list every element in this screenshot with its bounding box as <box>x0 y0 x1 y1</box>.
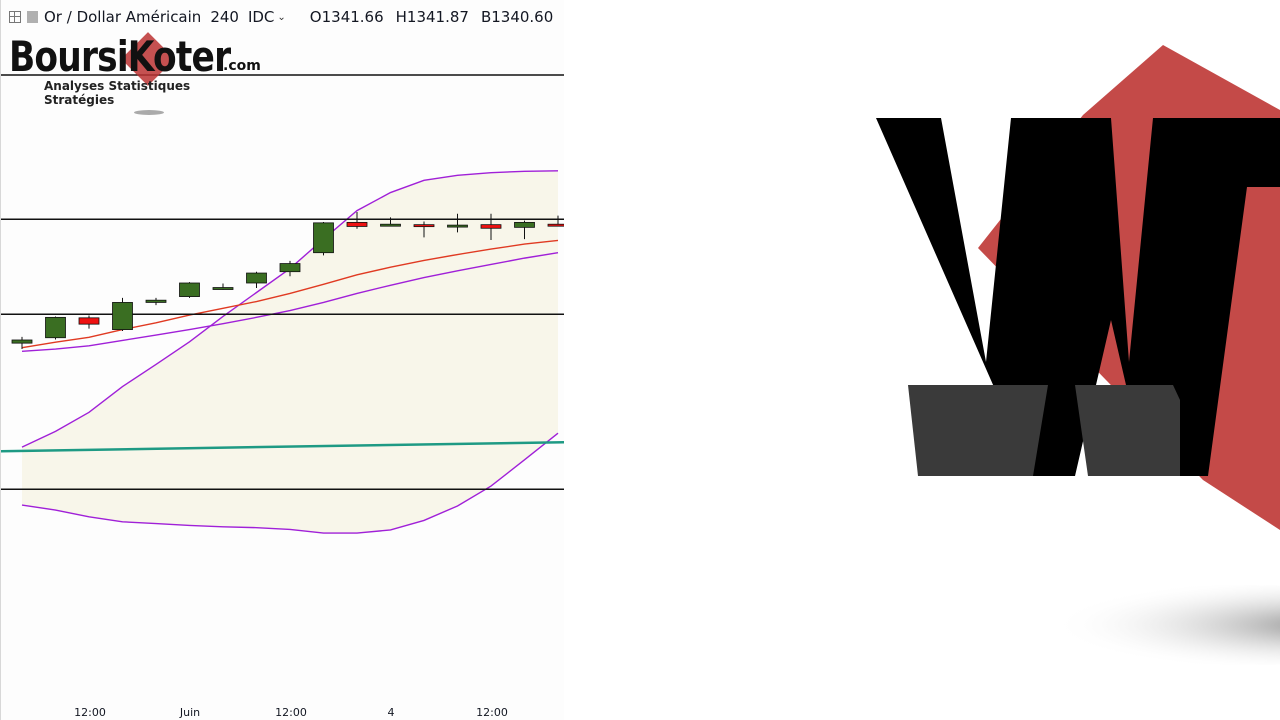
logo-shadow <box>134 110 164 115</box>
bollinger-layer <box>1 170 564 534</box>
time-axis-label: Juin <box>179 706 200 719</box>
symbol-name[interactable]: Or / Dollar Américain <box>44 8 202 26</box>
moving-average-green-line <box>1 440 564 453</box>
candle-body <box>313 222 334 254</box>
candle-body <box>514 221 535 228</box>
logo-com: .com <box>223 58 261 74</box>
candle-body <box>447 224 468 228</box>
candle-body <box>279 263 301 273</box>
chart-header: Or / Dollar Américain 240 IDC ⌄ O1341.66… <box>9 6 564 28</box>
interval-label[interactable]: 240 <box>210 8 239 26</box>
chevron-down-icon[interactable]: ⌄ <box>277 11 286 23</box>
watermark-art <box>563 0 1280 720</box>
candle-body <box>11 339 33 344</box>
candles <box>11 211 564 350</box>
time-axis: 12:00 Juin 12:00 4 12:00 <box>74 706 508 719</box>
candle-body <box>112 302 133 330</box>
source-label[interactable]: IDC <box>247 8 275 26</box>
price-chart[interactable]: 12:00 Juin 12:00 4 12:00 <box>1 0 564 720</box>
candle-body <box>246 272 267 284</box>
time-axis-label: 12:00 <box>74 706 106 719</box>
high-value: H1341.87 <box>395 8 469 26</box>
boursikoter-logo: BoursiKoter .com Analyses Statistiques S… <box>9 32 261 115</box>
time-axis-label: 12:00 <box>275 706 307 719</box>
expand-icon[interactable] <box>9 11 21 23</box>
candle-body <box>212 287 234 290</box>
moving-average-red-line <box>21 239 559 349</box>
bollinger-lower-line <box>21 432 559 534</box>
candle-body <box>480 224 502 229</box>
candle-body <box>380 223 401 227</box>
open-value: O1341.66 <box>309 8 384 26</box>
time-axis-label: 4 <box>388 706 395 719</box>
candle-body <box>45 316 66 339</box>
candle-body <box>547 223 564 227</box>
candle-body <box>413 224 435 228</box>
candle-body <box>346 221 368 227</box>
logo-tagline: Analyses Statistiques Stratégies <box>44 79 191 107</box>
logo-word: BoursiKoter <box>9 32 231 81</box>
large-logo-icon <box>876 45 1280 665</box>
chart-panel[interactable]: 12:00 Juin 12:00 4 12:00 Or / Dollar América… <box>0 0 564 720</box>
candle-body <box>179 282 200 297</box>
bollinger-middle-line <box>21 252 559 352</box>
candle-body <box>145 299 167 303</box>
bollinger-fill <box>22 170 558 534</box>
candle-body <box>78 317 100 325</box>
low-value: B1340.60 <box>480 8 554 26</box>
color-swatch-icon[interactable] <box>27 11 38 23</box>
time-axis-label: 12:00 <box>476 706 508 719</box>
horizontal-levels <box>1 74 564 490</box>
